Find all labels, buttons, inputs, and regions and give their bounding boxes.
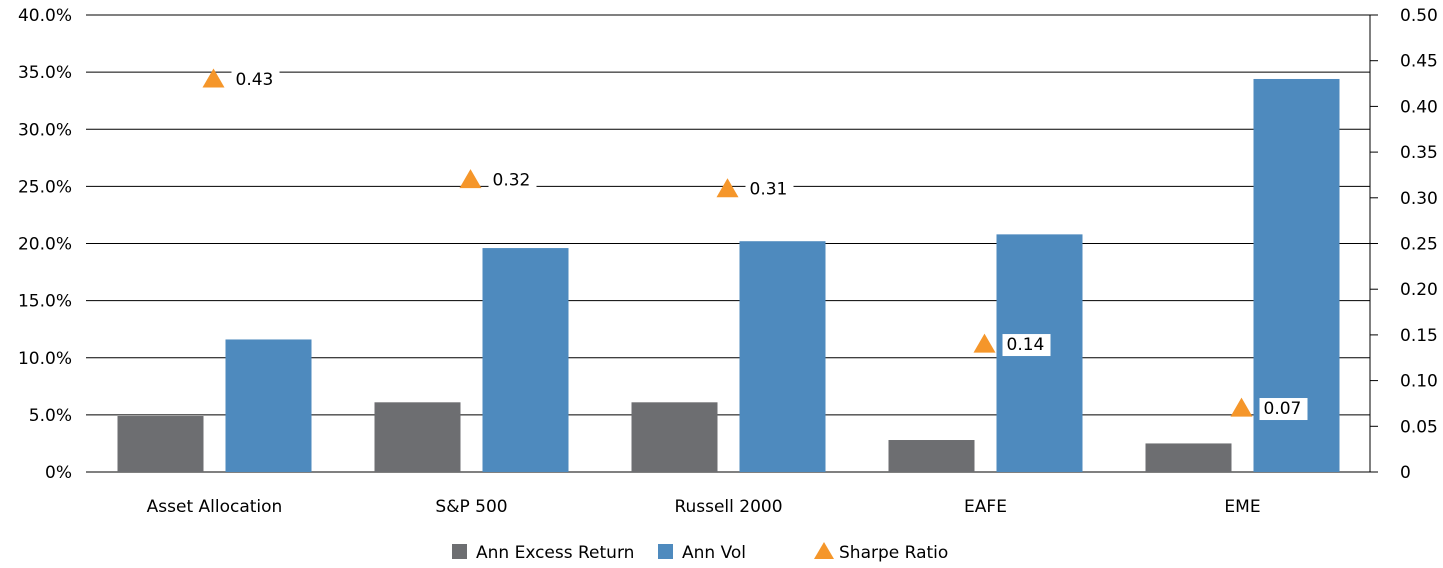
sharpe-triangle-marker bbox=[973, 333, 996, 353]
data-label-background bbox=[1259, 398, 1308, 421]
right-tick-label: 0.50 bbox=[1400, 6, 1438, 26]
legend-item: Sharpe Ratio bbox=[814, 542, 948, 563]
legend-label: Ann Excess Return bbox=[476, 543, 634, 563]
category-labels: Asset Allocation S&P 500 Russell 2000 EAFE E… bbox=[147, 497, 1261, 517]
ann-vol-bar bbox=[739, 241, 826, 472]
legend-label: Ann Vol bbox=[682, 543, 746, 563]
category-label: Russell 2000 bbox=[674, 497, 782, 517]
excess-return-bar bbox=[1145, 443, 1232, 472]
sharpe-triangle-marker bbox=[202, 68, 225, 88]
right-tick-label: 0.10 bbox=[1400, 372, 1438, 392]
right-axis: 0 0.05 0.10 0.15 0.20 0.25 0.30 0.35 0.40 0.45 0.5… bbox=[1369, 6, 1438, 483]
right-tick-label: 0.15 bbox=[1400, 326, 1438, 346]
right-tick-label: 0.20 bbox=[1400, 280, 1438, 300]
legend-swatch-triangle bbox=[814, 542, 834, 559]
right-tick-label: 0.05 bbox=[1400, 417, 1438, 437]
legend-label: Sharpe Ratio bbox=[839, 543, 948, 563]
right-tick-label: 0.35 bbox=[1400, 143, 1438, 163]
excess-return-bar bbox=[888, 440, 975, 472]
category-label: EME bbox=[1224, 497, 1260, 517]
data-label-background bbox=[488, 169, 537, 192]
right-tick-label: 0.25 bbox=[1400, 235, 1438, 255]
sharpe-triangle-marker bbox=[1230, 397, 1253, 417]
sharpe-data-label: 0.43 bbox=[236, 70, 274, 90]
right-tick-label: 0 bbox=[1400, 463, 1411, 483]
right-tick-label: 0.40 bbox=[1400, 97, 1438, 117]
sharpe-triangle-marker bbox=[716, 178, 739, 198]
legend-item: Ann Vol bbox=[658, 543, 746, 563]
bars bbox=[117, 78, 1340, 472]
sharpe-data-label: 0.07 bbox=[1264, 399, 1302, 419]
left-axis: 0% 5.0% 10.0% 15.0% 20.0% 25.0% 30.0% 35.0% 40.0… bbox=[18, 6, 72, 483]
left-tick-label: 5.0% bbox=[29, 406, 72, 426]
left-tick-label: 30.0% bbox=[18, 120, 72, 140]
legend-item: Ann Excess Return bbox=[452, 543, 634, 563]
left-tick-label: 25.0% bbox=[18, 177, 72, 197]
left-tick-label: 35.0% bbox=[18, 63, 72, 83]
sharpe-data-label: 0.31 bbox=[750, 180, 788, 200]
excess-return-bar bbox=[374, 402, 461, 472]
data-label-background bbox=[745, 178, 794, 201]
left-tick-label: 10.0% bbox=[18, 349, 72, 369]
left-tick-label: 40.0% bbox=[18, 6, 72, 26]
sharpe-markers: 0.43 0.32 0.31 0.14 0.07 bbox=[202, 68, 1308, 421]
sharpe-triangle-marker bbox=[459, 169, 482, 189]
ann-vol-bar bbox=[225, 339, 312, 472]
ann-vol-bar bbox=[482, 248, 569, 472]
data-label-background bbox=[1002, 334, 1051, 357]
data-label-background bbox=[231, 68, 280, 91]
sharpe-data-label: 0.32 bbox=[493, 171, 531, 191]
excess-return-bar bbox=[631, 402, 718, 472]
category-label: EAFE bbox=[964, 497, 1007, 517]
sharpe-data-label: 0.14 bbox=[1007, 335, 1045, 355]
legend: Ann Excess Return Ann Vol Sharpe Ratio bbox=[452, 542, 948, 563]
legend-swatch-square bbox=[452, 544, 467, 559]
category-label: Asset Allocation bbox=[147, 497, 283, 517]
excess-return-bar bbox=[117, 416, 204, 472]
right-tick-label: 0.45 bbox=[1400, 52, 1438, 72]
category-label: S&P 500 bbox=[435, 497, 507, 517]
legend-swatch-square bbox=[658, 544, 673, 559]
left-tick-label: 0% bbox=[45, 463, 72, 483]
left-tick-label: 20.0% bbox=[18, 235, 72, 255]
left-tick-label: 15.0% bbox=[18, 292, 72, 312]
right-tick-label: 0.30 bbox=[1400, 189, 1438, 209]
